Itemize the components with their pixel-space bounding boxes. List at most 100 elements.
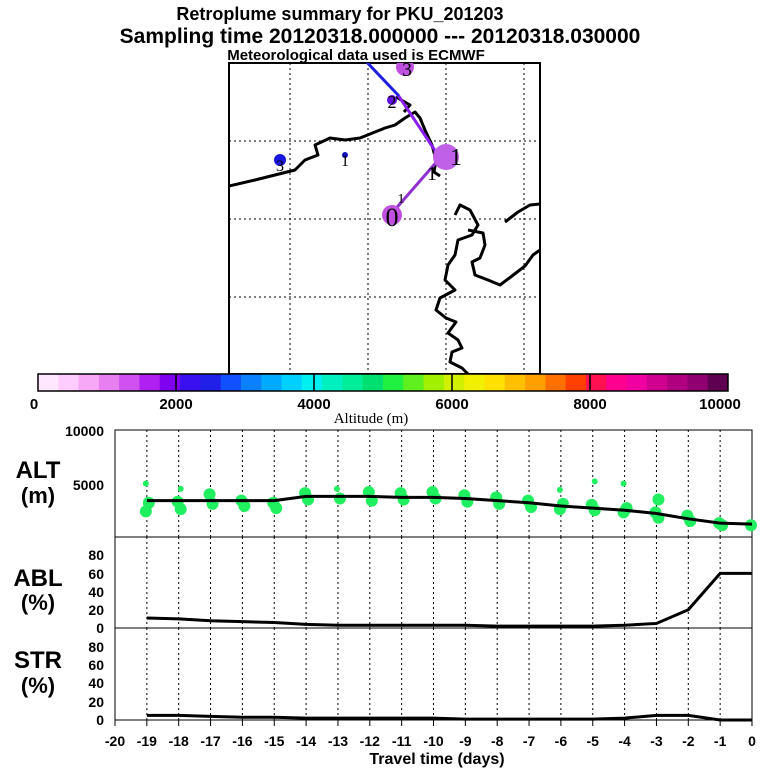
- marker-day-1-small-label: 1: [398, 192, 405, 207]
- abl-unit: (%): [21, 590, 55, 615]
- colorbar-cell: [342, 374, 364, 391]
- sampling-time: Sampling time 20120318.000000 --- 201203…: [120, 25, 641, 48]
- alt-panel: 10000 5000 ALT (m): [16, 423, 757, 538]
- str-tick-40: 40: [88, 675, 104, 691]
- colorbar-cell: [180, 374, 201, 391]
- colorbar-tick-8000: 8000: [573, 396, 606, 413]
- colorbar-dividers: [175, 374, 591, 391]
- colorbar-cell: [139, 374, 161, 391]
- x-tick-label: -20: [105, 733, 125, 749]
- colorbar-cell: [606, 374, 628, 391]
- colorbar-cell: [98, 374, 120, 391]
- abl-line: [146, 571, 752, 628]
- marker-west-small-dot: [342, 152, 348, 158]
- alt-point: [270, 502, 283, 515]
- x-tick-label: 0: [748, 733, 756, 749]
- x-tick-label: -19: [137, 733, 157, 749]
- alt-point: [238, 499, 251, 512]
- abl-tick-0: 0: [96, 620, 104, 636]
- marker-day-1-dot: [433, 144, 459, 170]
- str-tick-0: 0: [96, 712, 104, 728]
- colorbar-cell: [261, 374, 283, 391]
- marker-day-0-dot: [382, 205, 402, 225]
- x-tick-label: -12: [360, 733, 380, 749]
- colorbar-tick-4000: 4000: [297, 396, 330, 413]
- x-tick-label: -3: [650, 733, 663, 749]
- trajectory: [365, 63, 442, 215]
- str-line: [146, 713, 752, 722]
- colorbar-cell: [403, 374, 425, 391]
- colorbar-tick-2000: 2000: [159, 396, 192, 413]
- x-axis-ticks: [114, 720, 753, 726]
- abl-tick-40: 40: [88, 584, 104, 600]
- x-tick-label: -5: [587, 733, 600, 749]
- colorbar-cell: [423, 374, 445, 391]
- colorbar-cell: [362, 374, 384, 391]
- marker-west-small-label: 1: [341, 153, 349, 170]
- alt-point: [716, 519, 729, 532]
- colorbar-cell: [159, 374, 181, 391]
- alt-point: [142, 480, 149, 487]
- colorbar-cell: [484, 374, 506, 391]
- abl-tick-60: 60: [88, 566, 104, 582]
- x-tick-label: -8: [491, 733, 504, 749]
- figure-title: Retroplume summary for PKU_201203: [176, 4, 503, 24]
- marker-day-0-label: 0: [386, 203, 399, 232]
- alt-point: [333, 492, 346, 505]
- alt-point: [397, 493, 410, 506]
- x-tick-label: -11: [392, 733, 412, 749]
- colorbar-cell: [464, 374, 485, 391]
- str-tick-20: 20: [88, 694, 104, 710]
- colorbar-cell: [78, 374, 100, 391]
- x-tick-label: -1: [714, 733, 727, 749]
- marker-west-dot: [274, 154, 286, 166]
- abl-panel: 80 60 40 20 0 ABL (%): [13, 536, 753, 636]
- alt-point: [588, 504, 601, 517]
- x-tick-label: -7: [523, 733, 536, 749]
- abl-gridlines: [146, 537, 721, 628]
- x-tick-label: -18: [169, 733, 189, 749]
- colorbar-cell: [525, 374, 546, 391]
- alt-point: [139, 505, 152, 518]
- marker-west-label: 3: [276, 158, 284, 175]
- str-unit: (%): [21, 673, 55, 698]
- marker-day-2-dot: [387, 95, 397, 105]
- abl-tick-80: 80: [88, 547, 104, 563]
- alt-frame: [114, 429, 753, 538]
- x-tick-label: -6: [555, 733, 568, 749]
- alt-label: ALT: [16, 457, 61, 484]
- x-tick-label: -9: [459, 733, 472, 749]
- colorbar-cell: [585, 374, 607, 391]
- colorbar-cell: [281, 374, 303, 391]
- str-tick-60: 60: [88, 657, 104, 673]
- alt-line: [146, 494, 753, 526]
- colorbar-cell: [322, 374, 343, 391]
- colorbar-cell: [240, 374, 262, 391]
- met-data-note: Meteorological data used is ECMWF: [227, 47, 485, 64]
- colorbar-cell: [707, 374, 729, 391]
- alt-tick-10000: 10000: [65, 423, 104, 439]
- alt-point: [617, 506, 630, 519]
- x-tick-label: -16: [232, 733, 252, 749]
- x-tick-label: -2: [682, 733, 695, 749]
- marker-day-1-label-2: 1: [427, 163, 437, 185]
- colorbar-cell: [646, 374, 668, 391]
- abl-tick-20: 20: [88, 602, 104, 618]
- marker-day-3-label: 3: [402, 59, 412, 81]
- colorbar: 0 2000 4000 6000 8000 10000 Altitude (m): [30, 373, 741, 427]
- day-markers: 0 1 1 1 2 3 1 3: [274, 59, 462, 232]
- colorbar-cells: [38, 374, 729, 391]
- x-axis-title: Travel time (days): [369, 751, 504, 768]
- str-tick-80: 80: [88, 639, 104, 655]
- colorbar-cell: [687, 374, 709, 391]
- x-tick-label: -14: [296, 733, 316, 749]
- map-panel: 0 1 1 1 2 3 1 3: [228, 59, 541, 375]
- str-gridlines: [146, 628, 721, 720]
- colorbar-cell: [220, 374, 242, 391]
- colorbar-cell: [667, 374, 688, 391]
- alt-point: [556, 486, 563, 493]
- x-tick-label: -10: [423, 733, 443, 749]
- str-panel: 80 60 40 20 0 STR (%): [14, 627, 753, 728]
- colorbar-label: Altitude (m): [334, 411, 409, 427]
